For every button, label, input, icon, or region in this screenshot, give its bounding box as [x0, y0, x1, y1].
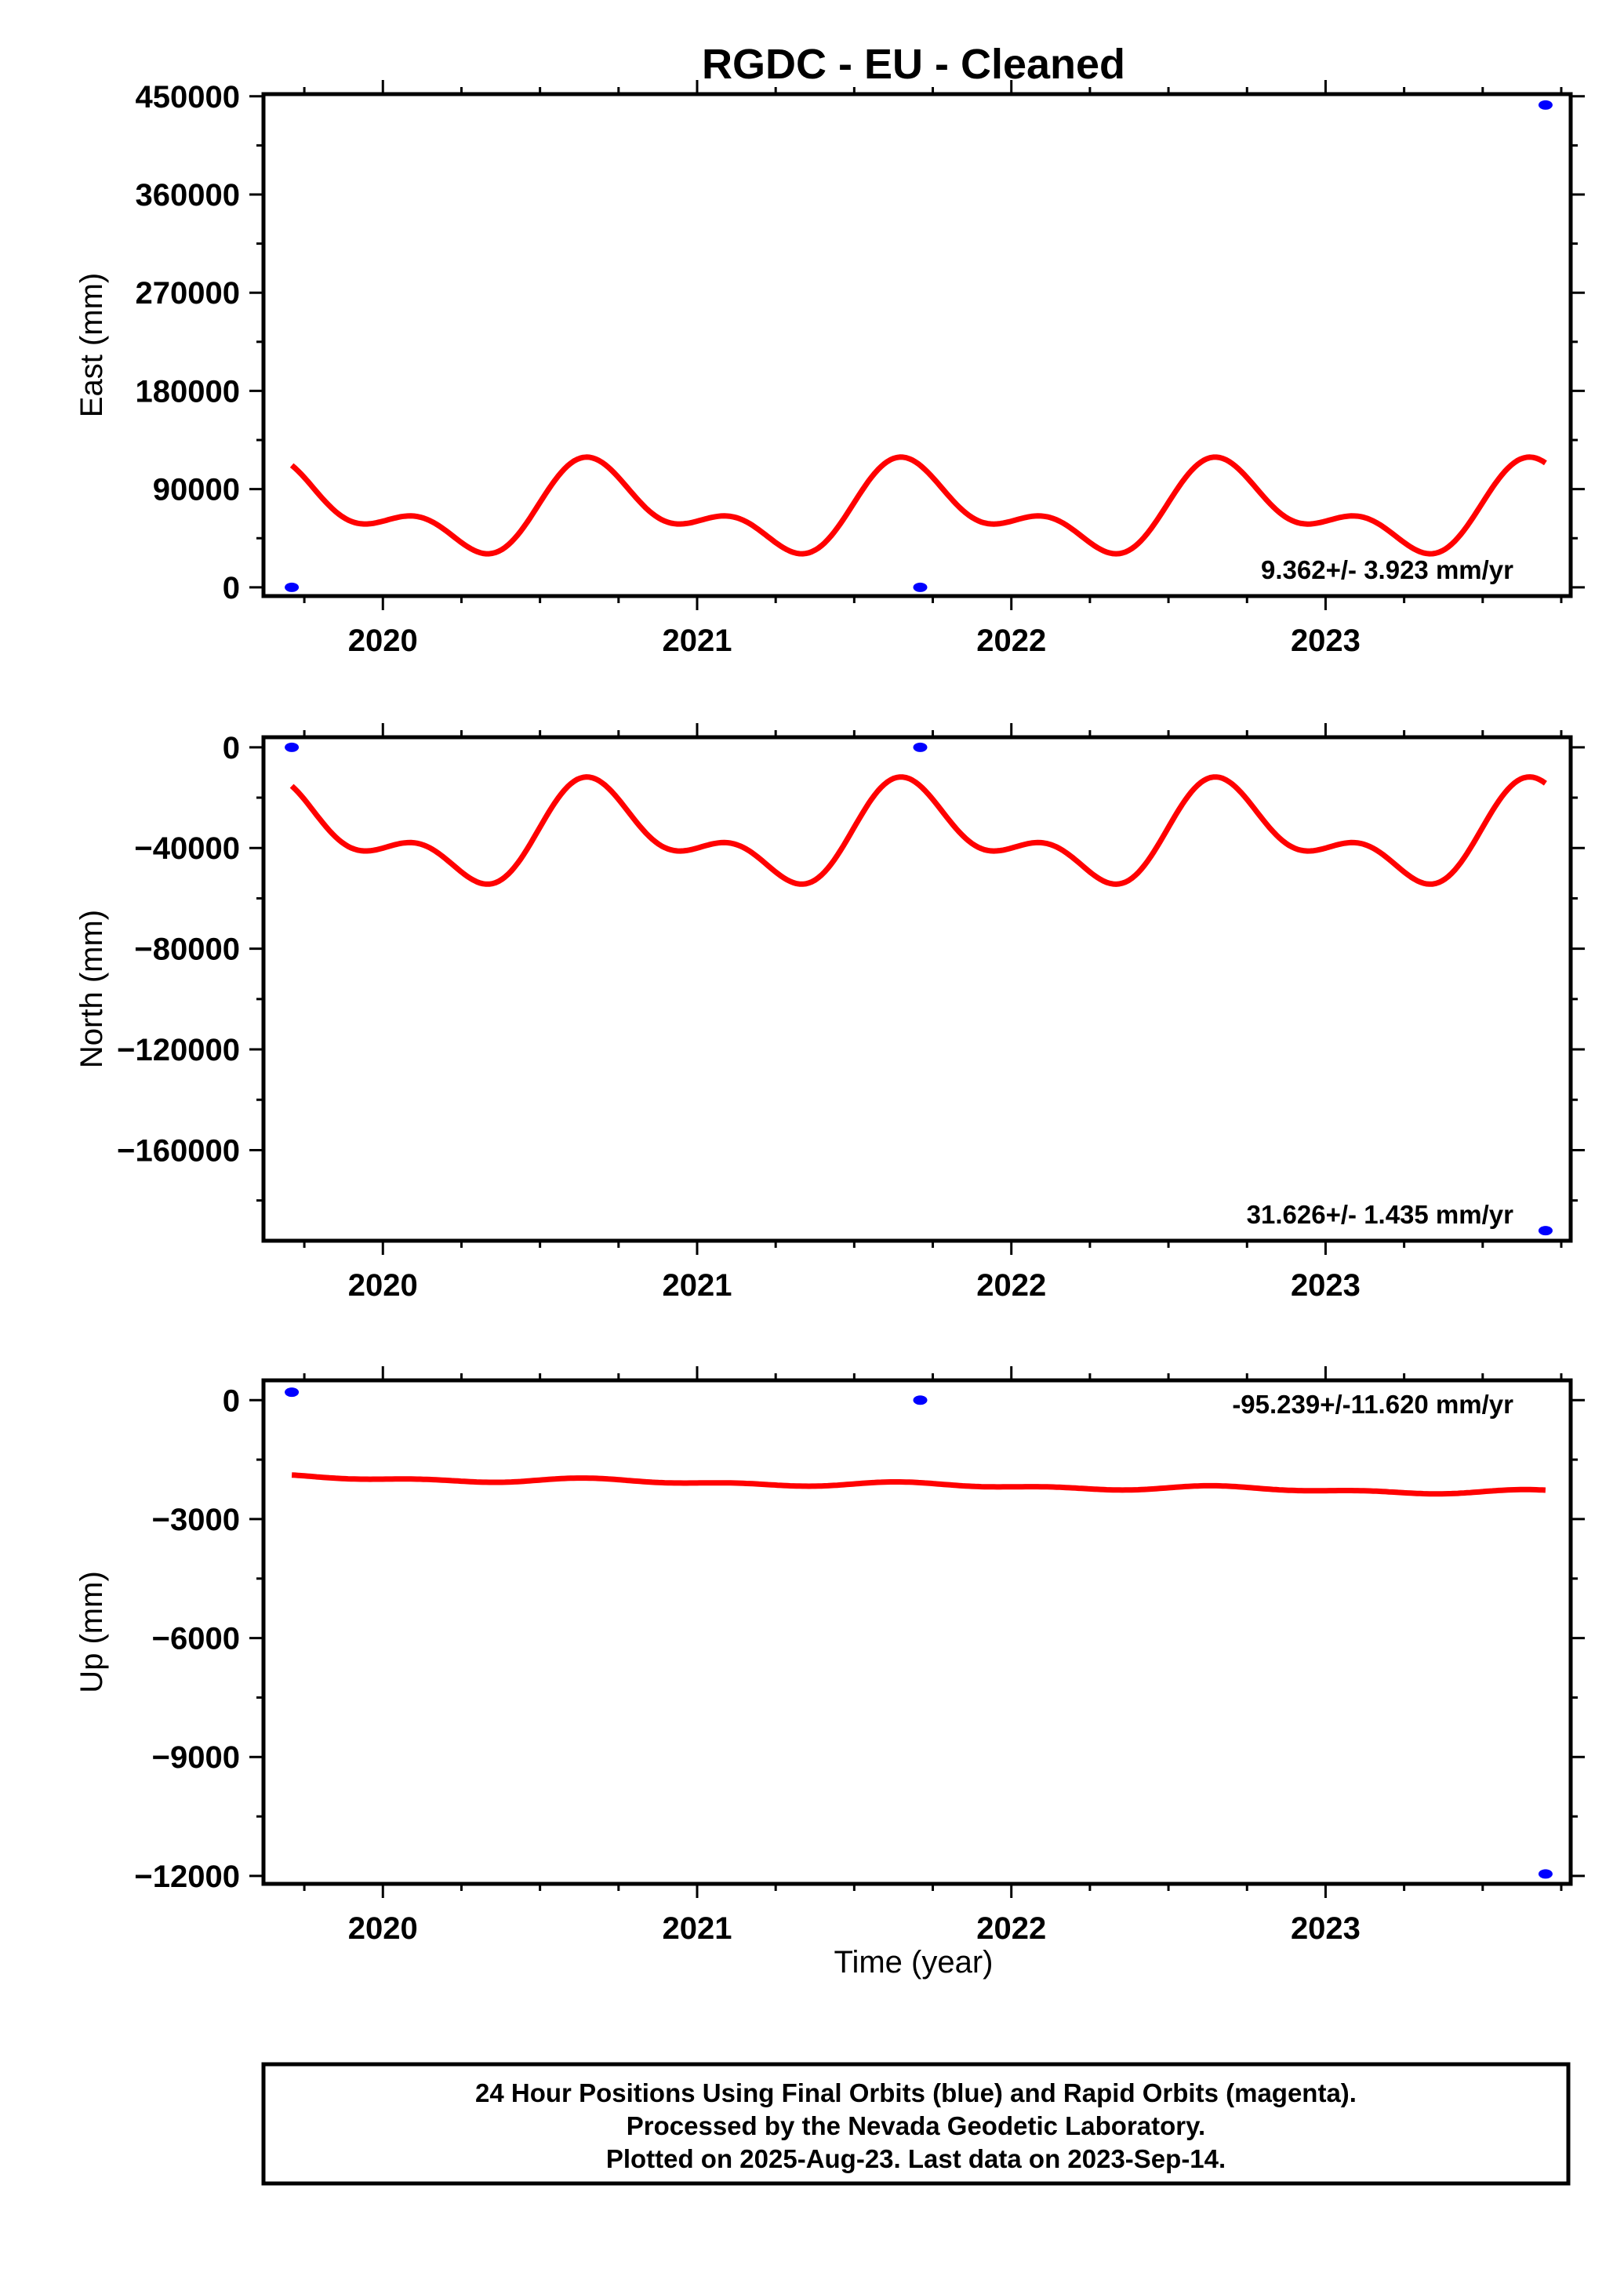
east-y-tick-label: 180000 [136, 374, 240, 409]
east-y-tick-label: 90000 [153, 473, 240, 507]
footer-frame [261, 2062, 1571, 2186]
east-y-tick-label: 450000 [136, 80, 240, 115]
north-x-tick-label: 2023 [1291, 1268, 1361, 1303]
north-rate-annotation: 31.626+/- 1.435 mm/yr [1247, 1200, 1513, 1229]
up-data-point-0 [285, 1387, 300, 1398]
north-data-point-2 [1538, 1226, 1553, 1236]
north-y-tick-label: 0 [223, 731, 240, 765]
footer-line-3: Plotted on 2025-Aug-23. Last data on 202… [606, 2144, 1226, 2173]
up-x-tick-label: 2020 [348, 1911, 418, 1946]
up-y-tick-label: −12000 [134, 1860, 240, 1894]
east-y-tick-label: 0 [223, 571, 240, 605]
north-x-tick-label: 2021 [663, 1268, 732, 1303]
up-y-axis-label: Up (mm) [74, 1571, 109, 1693]
east-x-tick-label: 2021 [663, 624, 732, 658]
north-model-curve [289, 774, 1547, 887]
up-data-point-1 [913, 1395, 928, 1405]
north-plot-frame [261, 735, 1573, 1243]
figure-title: RGDC - EU - Cleaned [702, 41, 1125, 88]
north-y-tick-label: −160000 [117, 1133, 240, 1168]
up-panel: 2020 2021 2022 2023 0 −3000 −6000 −9000 −12000 Up… [74, 1366, 1585, 1946]
north-x-tick-label: 2020 [348, 1268, 418, 1303]
footer-line-2: Processed by the Nevada Geodetic Laborat… [627, 2111, 1205, 2140]
north-y-tick-label: −80000 [134, 933, 240, 967]
east-y-tick-label: 270000 [136, 276, 240, 311]
up-y-tick-label: −6000 [152, 1622, 240, 1656]
up-x-tick-label: 2021 [663, 1911, 732, 1946]
x-axis-label: Time (year) [834, 1945, 994, 1980]
north-y-tick-label: −120000 [117, 1033, 240, 1067]
north-y-tick-label: −40000 [134, 831, 240, 866]
up-x-tick-label: 2023 [1291, 1911, 1361, 1946]
up-y-tick-label: −9000 [152, 1740, 240, 1775]
north-y-axis-label: North (mm) [74, 910, 109, 1068]
up-y-tick-label: 0 [223, 1383, 240, 1418]
north-panel: 2020 2021 2022 2023 0 −40000 −80000 −120000 −160… [74, 723, 1585, 1303]
footer-box: 24 Hour Positions Using Final Orbits (bl… [261, 2062, 1571, 2186]
up-rate-annotation: -95.239+/-11.620 mm/yr [1232, 1390, 1513, 1419]
east-x-tick-label: 2022 [976, 624, 1046, 658]
east-y-axis-label: East (mm) [74, 273, 109, 417]
east-rate-annotation: 9.362+/- 3.923 mm/yr [1261, 555, 1513, 584]
east-model-curve [289, 454, 1547, 557]
north-x-tick-label: 2022 [976, 1268, 1046, 1303]
up-y-tick-label: −3000 [152, 1503, 240, 1537]
east-panel: 2020 2021 2022 2023 0 90000 180000 270000 360000… [74, 80, 1585, 658]
east-data-point-0 [285, 582, 300, 592]
up-model-curve [291, 1472, 1546, 1497]
up-data-point-2 [1538, 1869, 1553, 1879]
up-plot-frame [261, 1378, 1573, 1886]
east-data-point-1 [913, 582, 928, 592]
up-x-tick-label: 2022 [976, 1911, 1046, 1946]
north-data-point-0 [285, 742, 300, 752]
east-plot-frame [261, 92, 1573, 598]
east-x-tick-label: 2023 [1291, 624, 1361, 658]
north-data-point-1 [913, 742, 928, 752]
footer-line-1: 24 Hour Positions Using Final Orbits (bl… [475, 2078, 1357, 2107]
east-y-tick-label: 360000 [136, 178, 240, 213]
east-data-point-2 [1538, 100, 1553, 110]
east-x-tick-label: 2020 [348, 624, 418, 658]
